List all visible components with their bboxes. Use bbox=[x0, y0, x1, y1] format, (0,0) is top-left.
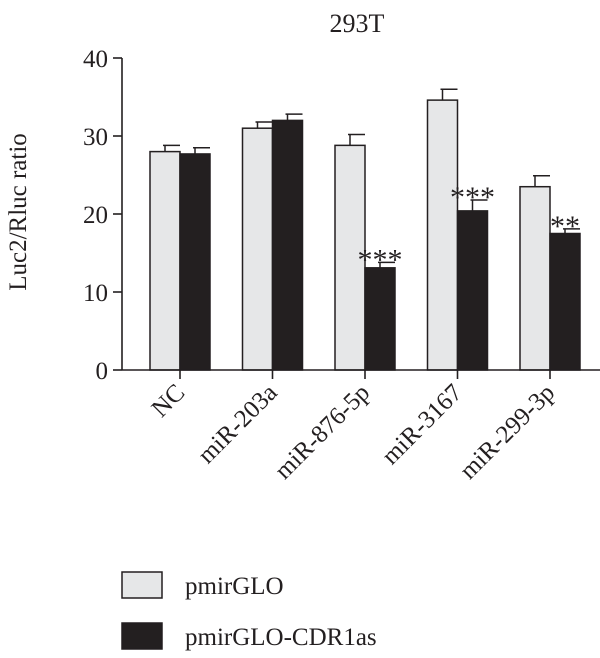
y-axis-label: Luc2/Rluc ratio bbox=[5, 133, 32, 291]
y-tick-label: 30 bbox=[83, 124, 108, 151]
bar bbox=[241, 127, 274, 371]
x-tick-label: miR-203a bbox=[193, 379, 283, 469]
bar bbox=[456, 210, 489, 371]
bar bbox=[426, 99, 459, 371]
legend-swatch bbox=[121, 622, 163, 650]
y-tick-label: 40 bbox=[83, 46, 108, 73]
legend-label: pmirGLO bbox=[185, 573, 284, 600]
bar bbox=[364, 267, 396, 371]
significance-label: ** bbox=[550, 210, 580, 243]
significance-label: *** bbox=[358, 243, 403, 276]
significance-label: *** bbox=[450, 181, 495, 214]
x-tick-label: miR-876-5p bbox=[270, 379, 376, 485]
legend-swatch bbox=[121, 571, 163, 599]
bar bbox=[334, 144, 366, 371]
bar bbox=[149, 150, 181, 371]
x-tick-label: miR-299-3p bbox=[455, 379, 561, 485]
x-tick-label: NC bbox=[147, 379, 191, 423]
y-tick-label: 20 bbox=[83, 202, 108, 229]
x-tick-label: miR-3167 bbox=[377, 379, 468, 470]
y-tick-label: 10 bbox=[83, 280, 108, 307]
bar bbox=[549, 232, 581, 371]
legend-label: pmirGLO-CDR1as bbox=[185, 624, 377, 651]
bar bbox=[271, 119, 304, 371]
legend: pmirGLO pmirGLO-CDR1as bbox=[121, 571, 377, 651]
bar bbox=[519, 185, 551, 371]
chart-title: 293T bbox=[330, 9, 385, 38]
bar bbox=[179, 153, 211, 371]
y-tick-label: 0 bbox=[96, 358, 109, 385]
